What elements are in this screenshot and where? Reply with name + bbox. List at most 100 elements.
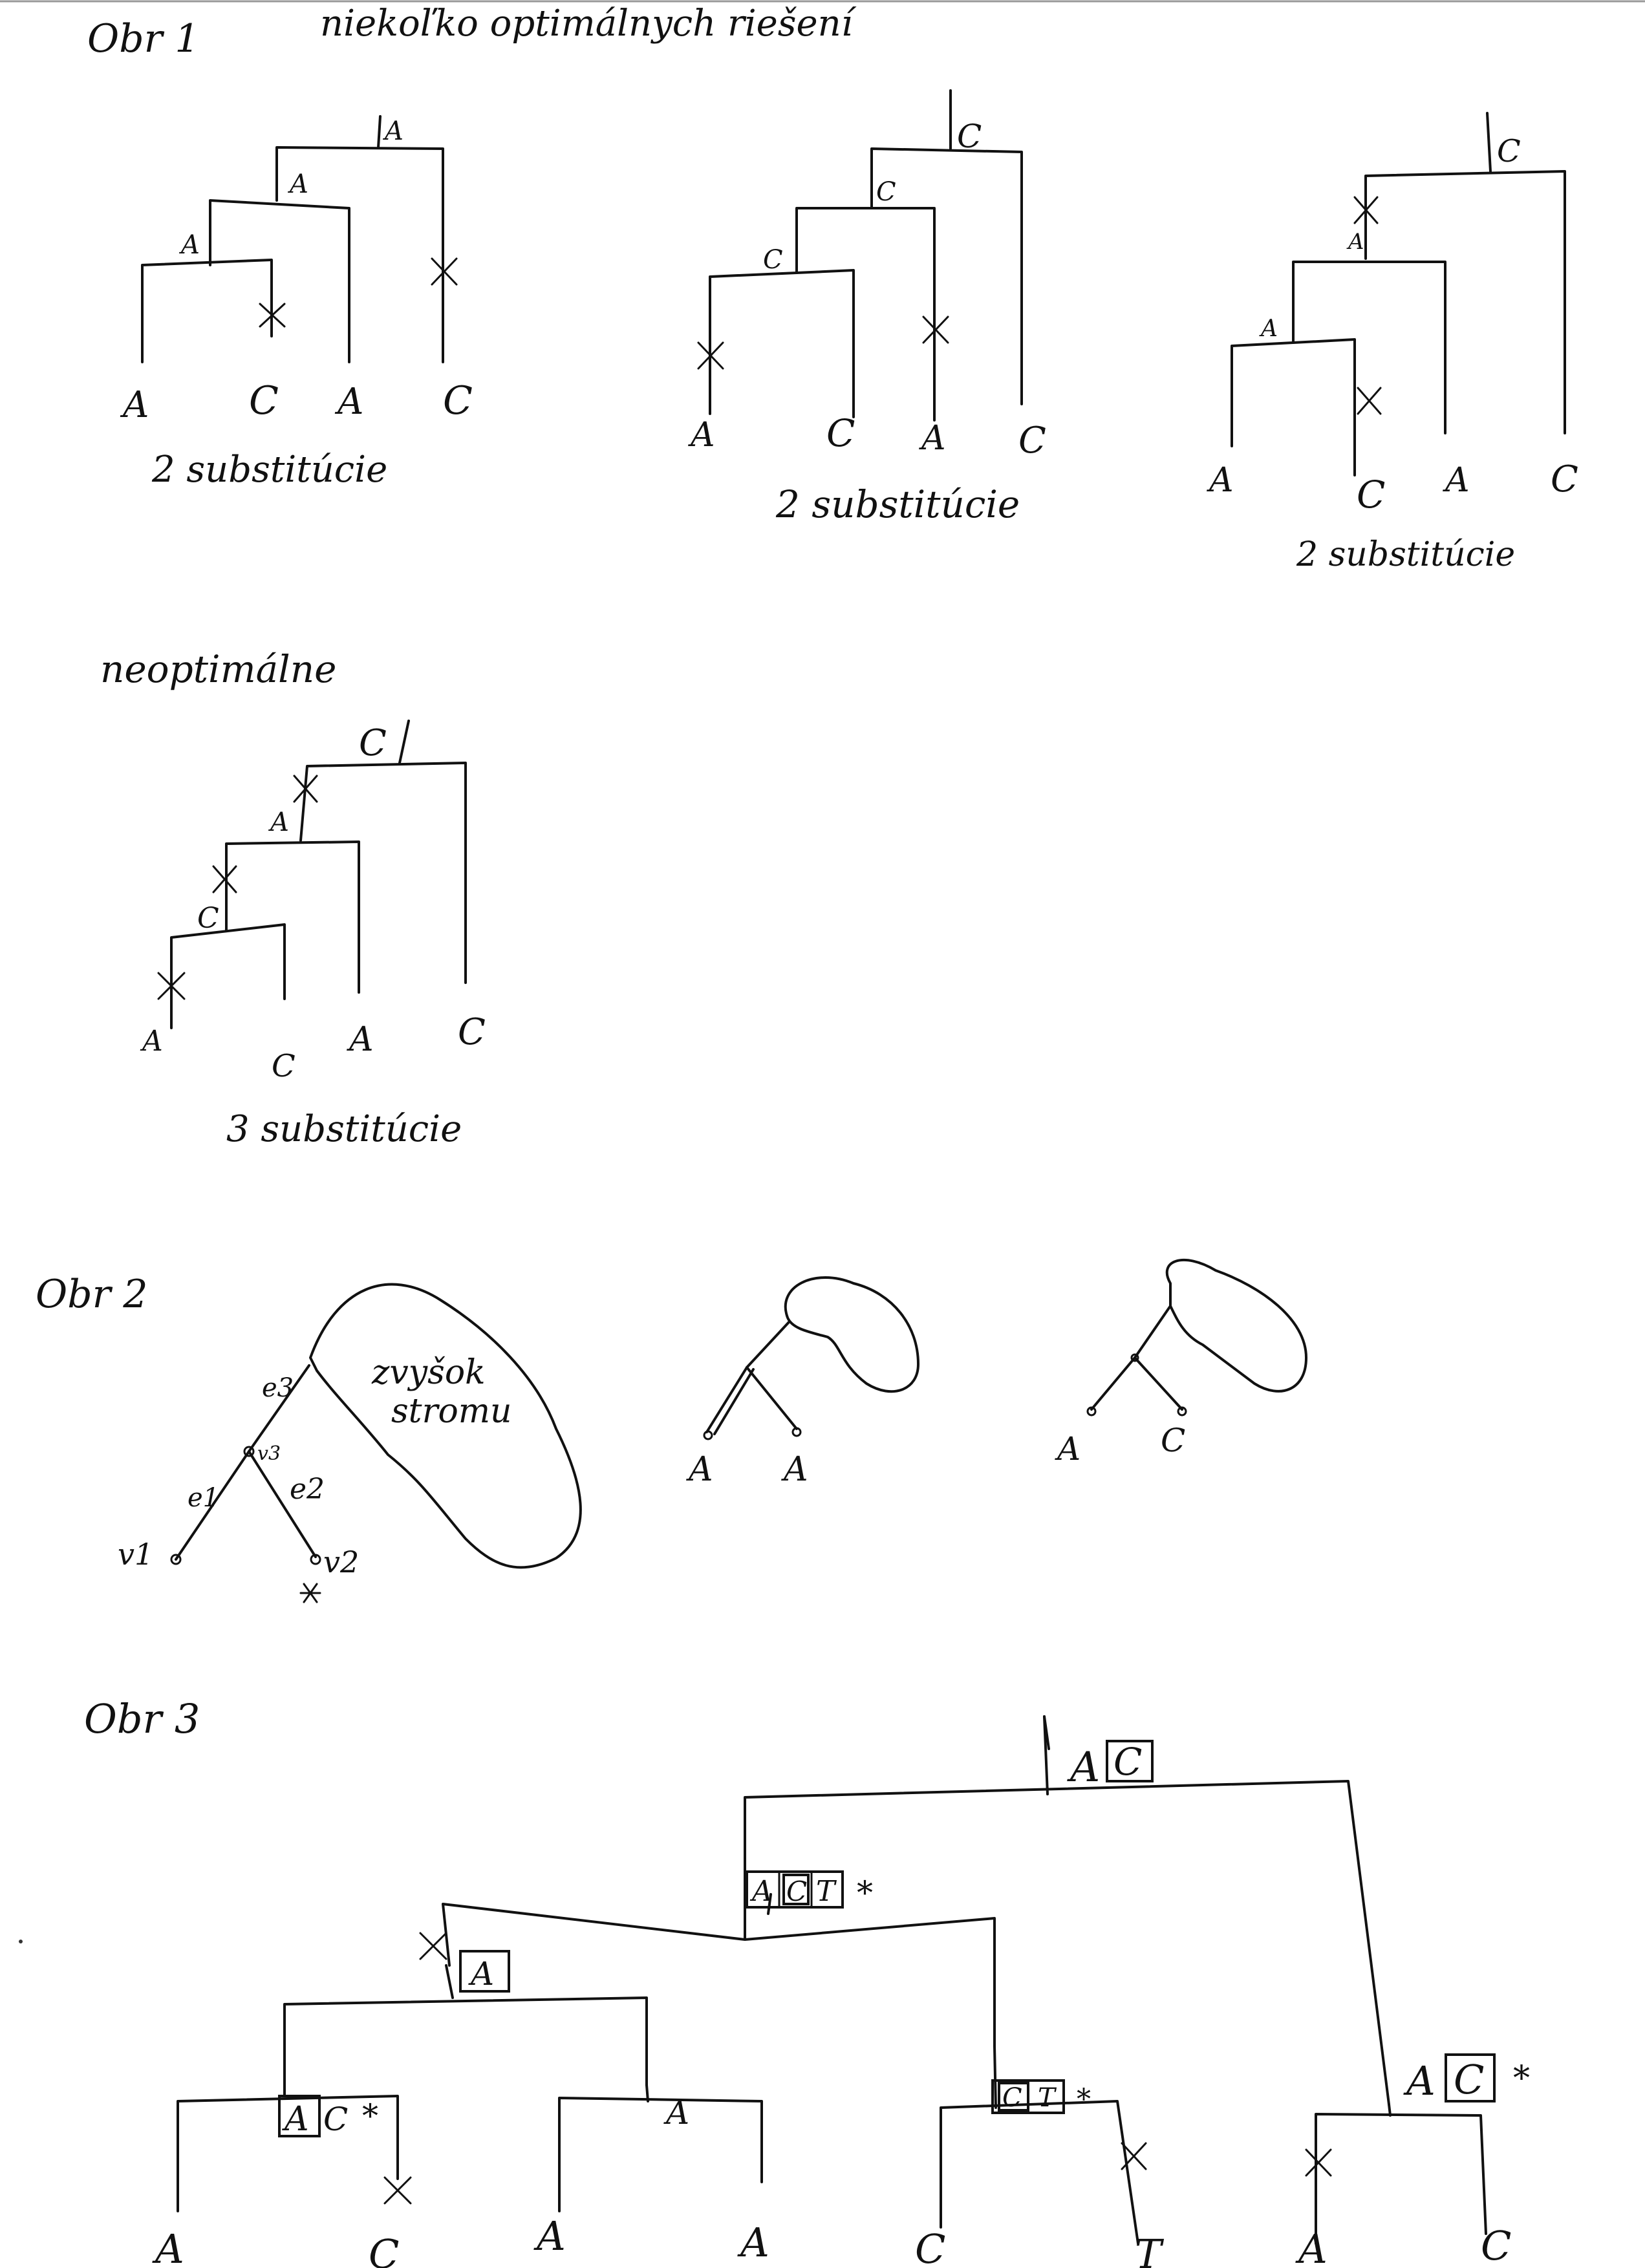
right-stem (1388, 2103, 1392, 2117)
root-box (1106, 1740, 1154, 1782)
ct-stem (993, 2045, 997, 2109)
tree3-leaf: A (1443, 461, 1470, 500)
subopt-caption: 3 substitúcie (226, 1108, 462, 1150)
tree1-leaf: C (249, 378, 279, 423)
tree2-leaf: A (919, 419, 946, 458)
ct-clade (940, 2100, 1139, 2245)
tree3-substitution-mark (1353, 196, 1379, 224)
ct-substitution-mark (1121, 2142, 1147, 2170)
fig1-label: Obr 1 (87, 16, 200, 61)
node-label-v3: v3 (257, 1442, 281, 1465)
edge-label-e3: e3 (262, 1373, 294, 1403)
tree2-root-clade (870, 147, 1023, 405)
node-v3 (243, 1446, 255, 1457)
rest-of-tree-blob (309, 1283, 582, 1569)
fig1-heading: niekoľko optimálnych riešení (320, 3, 857, 45)
tree3-leaf: C (1551, 458, 1578, 500)
root-stem-tick (1043, 1715, 1050, 1750)
tree2-internal-label: C (957, 118, 982, 155)
edge-e1 (175, 1450, 250, 1561)
right-label-c: C (1454, 2056, 1484, 2103)
scribble-mark (299, 1583, 321, 1603)
pair1-leaf: A (781, 1450, 808, 1489)
a-boxed-clade (283, 1996, 648, 2086)
tree1-internal-label: A (287, 169, 308, 199)
act-star: * (857, 1874, 873, 1912)
aa-stem (645, 2084, 649, 2102)
fig3-leaf: T (1135, 2231, 1165, 2268)
fig2-diagram-pair-aa: A A (686, 1276, 919, 1489)
fig3-leaf: C (369, 2231, 399, 2268)
subopt-root-clade (299, 762, 467, 984)
tree1-substitution-mark (259, 303, 286, 328)
fig3-leaf: A (1295, 2225, 1328, 2268)
fig2-label: Obr 2 (36, 1272, 148, 1317)
edge-label-e1: e1 (188, 1483, 219, 1513)
tree3-cherry (1231, 338, 1356, 476)
act-clade (442, 1857, 996, 2048)
tree1-root-stem (377, 115, 382, 149)
pair2-node-parent (1130, 1353, 1139, 1362)
fig3-leaf: A (152, 2225, 184, 2268)
fig3-leaf: A (737, 2219, 769, 2266)
fig1-tree-2: C C C A C A C 2 substitúcie (688, 89, 1046, 526)
blob-text-1: zvyšok (371, 1353, 486, 1392)
subopt-substitution-mark (157, 972, 186, 1000)
act-label-a: A (749, 1875, 773, 1908)
blob-text-2: stromu (391, 1392, 512, 1431)
tree1-mid-clade (209, 199, 350, 363)
tree2-leaf: C (1018, 420, 1046, 462)
pair2-leaf: C (1161, 1422, 1185, 1459)
a-boxed-box (459, 1950, 510, 1993)
tree3-internal-label: A (1259, 316, 1278, 342)
tree3-substitution-mark (1357, 387, 1382, 415)
tree1-caption: 2 substitúcie (151, 449, 387, 491)
pair1-node-left (703, 1430, 713, 1440)
tree3-root-stem (1486, 112, 1492, 173)
fig3-leaf: C (1481, 2222, 1511, 2268)
right-box (1445, 2053, 1496, 2102)
subopt-mid-clade (225, 840, 360, 994)
tree1-internal-label: A (382, 116, 403, 146)
node-v2 (310, 1554, 321, 1565)
ac-label-a: A (282, 2100, 309, 2139)
subopt-internal-label: C (197, 902, 219, 935)
ct-label-t: T (1038, 2083, 1057, 2113)
tree1-cherry (141, 259, 273, 363)
edge-e2 (248, 1450, 317, 1558)
edge-label-e2: e2 (290, 1473, 325, 1506)
tree2-leaf: C (826, 411, 855, 455)
act-label-c: C (786, 1876, 807, 1907)
subopt-substitution-mark (293, 775, 318, 803)
subopt-internal-label: C (359, 722, 387, 764)
tree2-leaf: A (688, 416, 715, 455)
fig1-suboptimal-tree: C A C A C A C 3 substitúcie (140, 720, 486, 1150)
subopt-leaf: C (272, 1048, 296, 1084)
ac-star: * (362, 2097, 378, 2135)
tree2-substitution-mark (922, 316, 949, 344)
subopt-leaf: A (140, 1025, 163, 1058)
edge-e3 (248, 1364, 310, 1453)
tree3-caption: 2 substitúcie (1296, 535, 1515, 574)
tree2-caption: 2 substitúcie (775, 482, 1020, 526)
ct-label-c: C (1002, 2083, 1022, 2113)
subopt-root-stem (398, 720, 410, 764)
right-label-a: A (1403, 2057, 1435, 2104)
subopt-substitution-mark (212, 865, 237, 893)
pair2-leaf: A (1055, 1430, 1081, 1468)
node-label-v2: v2 (323, 1545, 359, 1579)
fig1-tree-1: A A A A C A C 2 substitúcie (120, 115, 473, 491)
fig3-label: Obr 3 (84, 1695, 200, 1742)
pair2-edge-right (1134, 1356, 1183, 1411)
pair2-blob (1165, 1259, 1307, 1393)
root-label-c: C (1113, 1740, 1142, 1784)
fig2-diagram-pair-ac: A C (1055, 1259, 1307, 1468)
fig1-suboptimal-heading: neoptimálne (100, 647, 336, 691)
fig3-leaf: A (533, 2212, 566, 2260)
aa-label: A (663, 2094, 689, 2132)
root-label-a: A (1067, 1744, 1100, 1792)
node-label-v1: v1 (118, 1537, 153, 1572)
ac-label-c: C (323, 2101, 348, 2138)
root-clade (744, 1780, 1390, 2106)
